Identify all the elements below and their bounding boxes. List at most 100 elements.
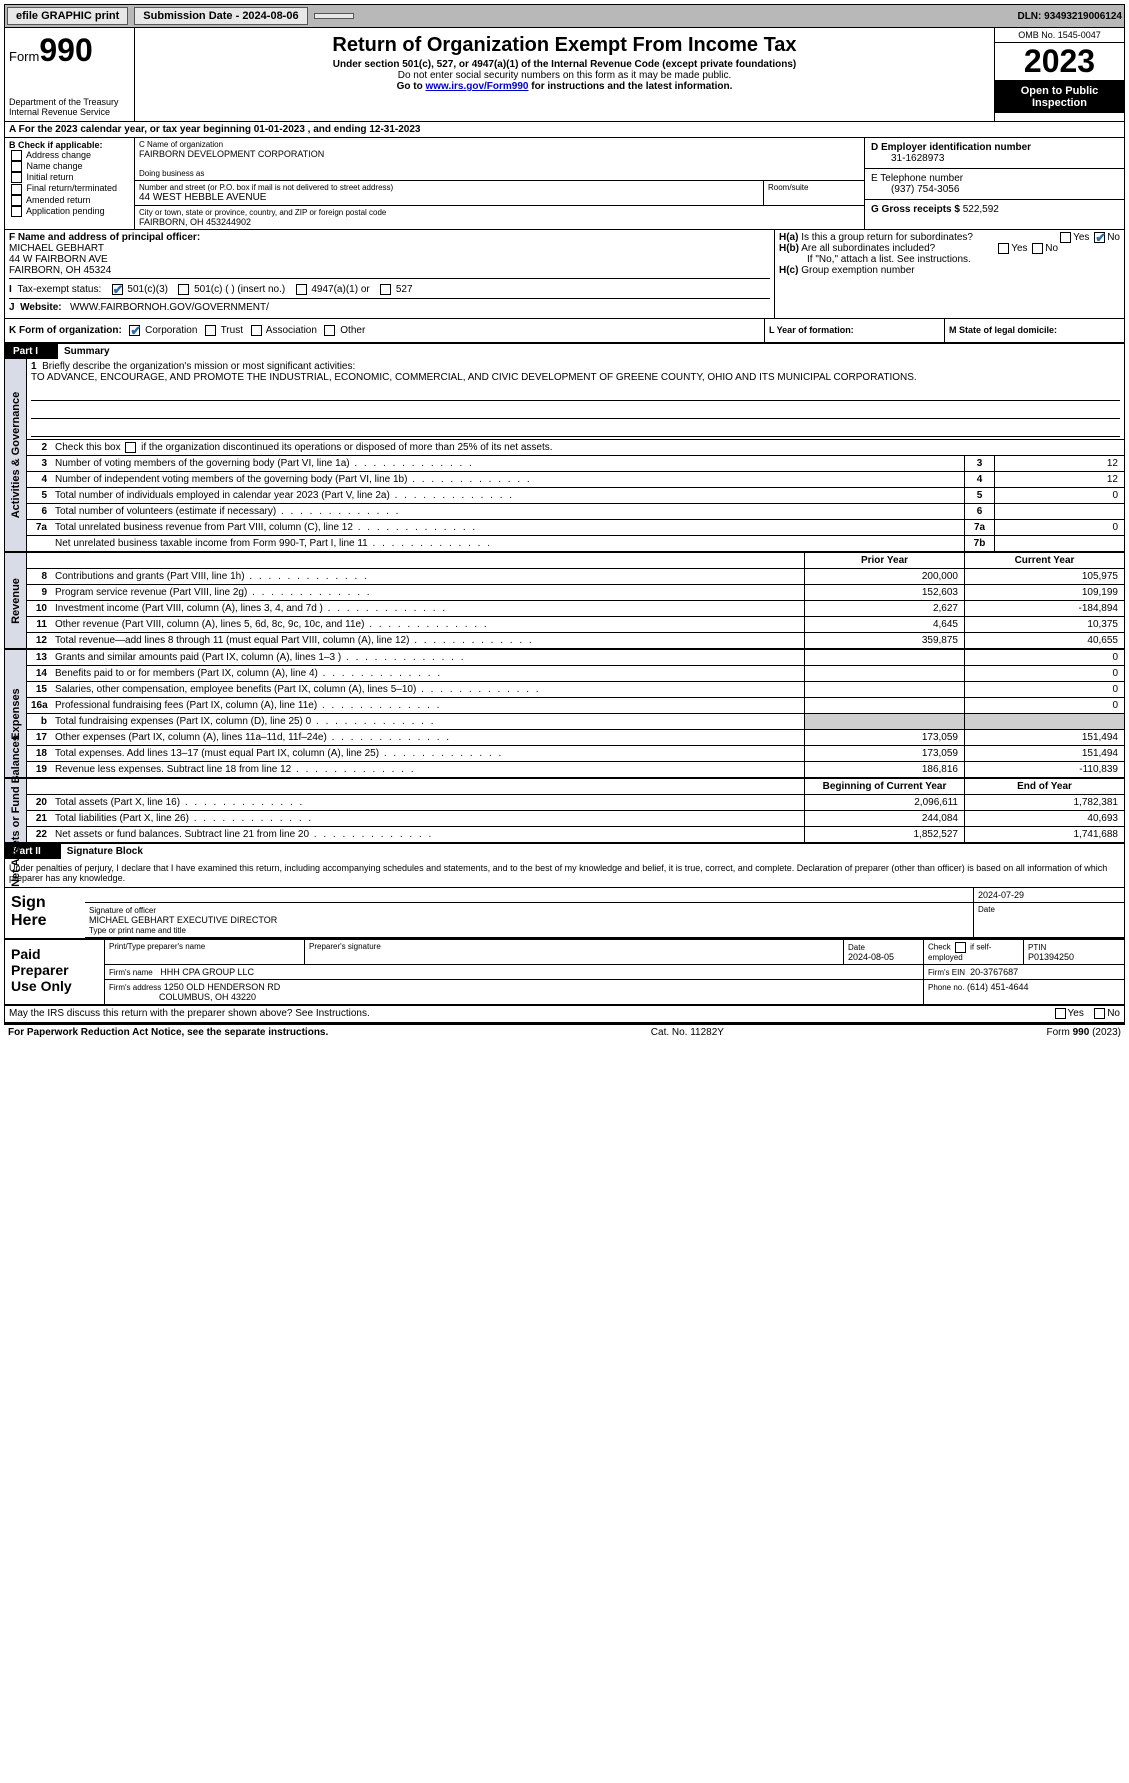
- part-1-header: Part I Summary: [5, 344, 1124, 359]
- line-7a: Total unrelated business revenue from Pa…: [51, 520, 964, 535]
- chk-hb-no[interactable]: [1032, 243, 1043, 254]
- chk-corporation[interactable]: [129, 325, 140, 336]
- b-label: B Check if applicable:: [9, 140, 130, 150]
- line-number: 19: [27, 762, 51, 777]
- subtitle-3: Go to www.irs.gov/Form990 for instructio…: [139, 81, 990, 92]
- section-c: C Name of organization FAIRBORN DEVELOPM…: [135, 138, 864, 229]
- summary-line: 9Program service revenue (Part VIII, lin…: [27, 585, 1124, 601]
- chk-527[interactable]: [380, 284, 391, 295]
- line-text: Program service revenue (Part VIII, line…: [51, 585, 804, 600]
- chk-application-pending[interactable]: Application pending: [9, 206, 130, 217]
- section-b-to-g: B Check if applicable: Address change Na…: [5, 138, 1124, 230]
- chk-ha-no[interactable]: [1094, 232, 1105, 243]
- top-toolbar: efile GRAPHIC print Submission Date - 20…: [4, 4, 1125, 28]
- discuss-row: May the IRS discuss this return with the…: [5, 1005, 1124, 1021]
- chk-501c3[interactable]: [112, 284, 123, 295]
- chk-amended-return[interactable]: Amended return: [9, 195, 130, 206]
- chk-final-return[interactable]: Final return/terminated: [9, 183, 130, 194]
- org-name: FAIRBORN DEVELOPMENT CORPORATION: [139, 149, 860, 159]
- submission-date-button[interactable]: Submission Date - 2024-08-06: [134, 7, 307, 25]
- header-mid: Return of Organization Exempt From Incom…: [135, 28, 994, 121]
- prior-value: 200,000: [804, 569, 964, 584]
- current-value: 151,494: [964, 746, 1124, 761]
- summary-line: 20Total assets (Part X, line 16)2,096,61…: [27, 795, 1124, 811]
- prior-value: 152,603: [804, 585, 964, 600]
- chk-discuss-yes[interactable]: [1055, 1008, 1066, 1019]
- dept-irs: Internal Revenue Service: [9, 107, 130, 117]
- open-inspection: Open to Public Inspection: [995, 81, 1124, 113]
- chk-association[interactable]: [251, 325, 262, 336]
- prior-value: 173,059: [804, 746, 964, 761]
- mission-text: TO ADVANCE, ENCOURAGE, AND PROMOTE THE I…: [31, 372, 917, 383]
- summary-line: 15Salaries, other compensation, employee…: [27, 682, 1124, 698]
- chk-self-employed[interactable]: [955, 942, 966, 953]
- chk-trust[interactable]: [205, 325, 216, 336]
- chk-ha-yes[interactable]: [1060, 232, 1071, 243]
- prior-value: 244,084: [804, 811, 964, 826]
- line-text: Net assets or fund balances. Subtract li…: [51, 827, 804, 842]
- officer-sig-name: MICHAEL GEBHART EXECUTIVE DIRECTOR: [89, 915, 277, 925]
- line-number: 12: [27, 633, 51, 648]
- header-left: Form990 Department of the Treasury Inter…: [5, 28, 135, 121]
- revenue-header-row: Prior Year Current Year: [27, 553, 1124, 569]
- line-text: Total fundraising expenses (Part IX, col…: [51, 714, 804, 729]
- form-outer: Form990 Department of the Treasury Inter…: [4, 28, 1125, 1023]
- row-k-l-m: K Form of organization: Corporation Trus…: [5, 319, 1124, 344]
- sign-here-label: Sign Here: [5, 888, 85, 938]
- prior-value: [804, 698, 964, 713]
- officer-addr2: FAIRBORN, OH 45324: [9, 265, 770, 276]
- firm-phone-cell: Phone no. (614) 451-4644: [924, 980, 1124, 1004]
- current-value: 0: [964, 698, 1124, 713]
- summary-line: 10Investment income (Part VIII, column (…: [27, 601, 1124, 617]
- chk-address-change[interactable]: Address change: [9, 150, 130, 161]
- prior-value: 186,816: [804, 762, 964, 777]
- g-gross-label: G Gross receipts $: [871, 204, 963, 215]
- chk-line2[interactable]: [125, 442, 136, 453]
- na-header-row: Beginning of Current Year End of Year: [27, 779, 1124, 795]
- val-7b: [994, 536, 1124, 551]
- print-name-label: Print/Type preparer's name: [105, 940, 305, 964]
- form-number: Form990: [9, 32, 130, 69]
- line-number: b: [27, 714, 51, 729]
- subtitle-1: Under section 501(c), 527, or 4947(a)(1)…: [139, 59, 990, 70]
- prior-value: [804, 682, 964, 697]
- form-header: Form990 Department of the Treasury Inter…: [5, 28, 1124, 122]
- chk-name-change[interactable]: Name change: [9, 161, 130, 172]
- current-value: 0: [964, 650, 1124, 665]
- blank-button[interactable]: [314, 13, 354, 19]
- subtitle-2: Do not enter social security numbers on …: [139, 70, 990, 81]
- line-text: Other revenue (Part VIII, column (A), li…: [51, 617, 804, 632]
- chk-other[interactable]: [324, 325, 335, 336]
- sign-here-block: Sign Here 2024-07-29 Signature of office…: [5, 888, 1124, 940]
- current-value: 1,782,381: [964, 795, 1124, 810]
- line-number: 8: [27, 569, 51, 584]
- irs-link[interactable]: www.irs.gov/Form990: [425, 81, 528, 92]
- chk-4947[interactable]: [296, 284, 307, 295]
- line-text: Revenue less expenses. Subtract line 18 …: [51, 762, 804, 777]
- prior-value: [804, 666, 964, 681]
- current-value: 105,975: [964, 569, 1124, 584]
- chk-initial-return[interactable]: Initial return: [9, 172, 130, 183]
- line-5: Total number of individuals employed in …: [51, 488, 964, 503]
- prior-value: 2,627: [804, 601, 964, 616]
- section-b: B Check if applicable: Address change Na…: [5, 138, 135, 229]
- val-4: 12: [994, 472, 1124, 487]
- val-3: 12: [994, 456, 1124, 471]
- officer-addr1: 44 W FAIRBORN AVE: [9, 254, 770, 265]
- current-value: 0: [964, 682, 1124, 697]
- street-label: Number and street (or P.O. box if mail i…: [139, 183, 759, 192]
- part-2-header: Part II Signature Block: [5, 844, 1124, 859]
- line-text: Salaries, other compensation, employee b…: [51, 682, 804, 697]
- chk-discuss-no[interactable]: [1094, 1008, 1105, 1019]
- section-l: L Year of formation:: [764, 319, 944, 342]
- current-value: 0: [964, 666, 1124, 681]
- line-text: Investment income (Part VIII, column (A)…: [51, 601, 804, 616]
- c-name-label: C Name of organization: [139, 140, 860, 149]
- chk-501c[interactable]: [178, 284, 189, 295]
- efile-button[interactable]: efile GRAPHIC print: [7, 7, 128, 25]
- grey-cell: [804, 714, 964, 729]
- room-label: Room/suite: [768, 183, 860, 192]
- summary-line: 21Total liabilities (Part X, line 26)244…: [27, 811, 1124, 827]
- prior-value: [804, 650, 964, 665]
- chk-hb-yes[interactable]: [998, 243, 1009, 254]
